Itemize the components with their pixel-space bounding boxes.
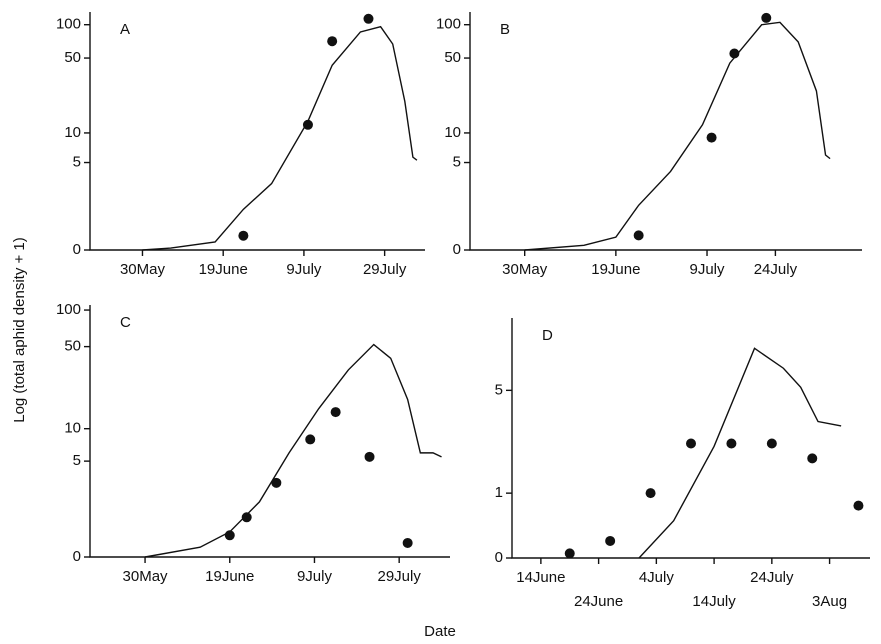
y-tick-label: 100	[56, 16, 81, 33]
y-tick-label: 50	[64, 49, 81, 66]
panel-label: B	[500, 21, 510, 38]
y-tick-label: 5	[73, 452, 81, 469]
observed-point	[766, 438, 777, 449]
observed-point	[853, 500, 864, 511]
axes	[89, 305, 450, 558]
x-tick-label: 9July	[286, 261, 322, 278]
y-tick-label: 0	[495, 549, 503, 566]
model-curve	[142, 25, 418, 251]
x-tick-label: 4July	[639, 569, 675, 586]
y-tick-label: 50	[64, 338, 81, 355]
observed-point	[238, 230, 249, 241]
observed-point	[330, 407, 341, 418]
x-tick-label: 29July	[363, 261, 407, 278]
x-axis-label: Date	[424, 623, 456, 640]
x-tick-label: 14June	[516, 569, 565, 586]
observed-point	[726, 438, 737, 449]
observed-point	[807, 453, 818, 464]
x-tick-label: 3Aug	[812, 593, 847, 610]
model-curve	[638, 347, 842, 559]
axes	[89, 12, 425, 251]
model-curve	[524, 21, 831, 251]
observed-point	[302, 119, 313, 130]
observed-point	[605, 535, 616, 546]
observed-point	[224, 530, 235, 541]
y-tick-label: 10	[444, 124, 461, 141]
x-tick-label: 29July	[377, 568, 421, 585]
y-tick-label: 5	[495, 381, 503, 398]
y-tick-label: 100	[436, 16, 461, 33]
observed-point	[564, 548, 575, 559]
x-tick-label: 24July	[750, 569, 794, 586]
x-tick-label: 9July	[690, 261, 726, 278]
model-curve	[144, 343, 442, 558]
panel-label: A	[120, 21, 130, 38]
x-tick-label: 30May	[120, 261, 166, 278]
y-tick-label: 1	[495, 484, 503, 501]
observed-point	[363, 13, 374, 24]
y-tick-label: 0	[73, 241, 81, 258]
observed-point	[645, 488, 656, 499]
y-tick-label: 10	[64, 124, 81, 141]
observed-point	[271, 477, 282, 488]
y-tick-label: 5	[73, 153, 81, 170]
y-tick-label: 0	[453, 241, 461, 258]
observed-point	[241, 512, 252, 523]
observed-point	[633, 230, 644, 241]
panel-label: C	[120, 314, 131, 331]
observed-point	[364, 451, 375, 462]
axes	[511, 318, 870, 559]
x-tick-label: 9July	[297, 568, 333, 585]
x-tick-label: 19June	[205, 568, 254, 585]
axes	[469, 12, 862, 251]
x-tick-label: 24June	[574, 593, 623, 610]
observed-point	[402, 537, 413, 548]
x-tick-label: 24July	[754, 261, 798, 278]
observed-point	[761, 12, 772, 23]
y-tick-label: 0	[73, 548, 81, 565]
y-tick-label: 5	[453, 153, 461, 170]
y-tick-label: 10	[64, 420, 81, 437]
y-tick-label: 50	[444, 49, 461, 66]
x-tick-label: 30May	[502, 261, 548, 278]
observed-point	[686, 438, 696, 449]
x-tick-label: 14July	[692, 593, 736, 610]
y-tick-label: 100	[56, 301, 81, 318]
observed-point	[327, 36, 338, 47]
x-tick-label: 19June	[199, 261, 248, 278]
x-tick-label: 30May	[123, 568, 169, 585]
x-tick-label: 19June	[591, 261, 640, 278]
observed-point	[305, 434, 316, 445]
observed-point	[729, 48, 740, 59]
panel-label: D	[542, 327, 553, 344]
observed-point	[706, 132, 717, 143]
y-axis-label: Log (total aphid density + 1)	[11, 237, 28, 423]
